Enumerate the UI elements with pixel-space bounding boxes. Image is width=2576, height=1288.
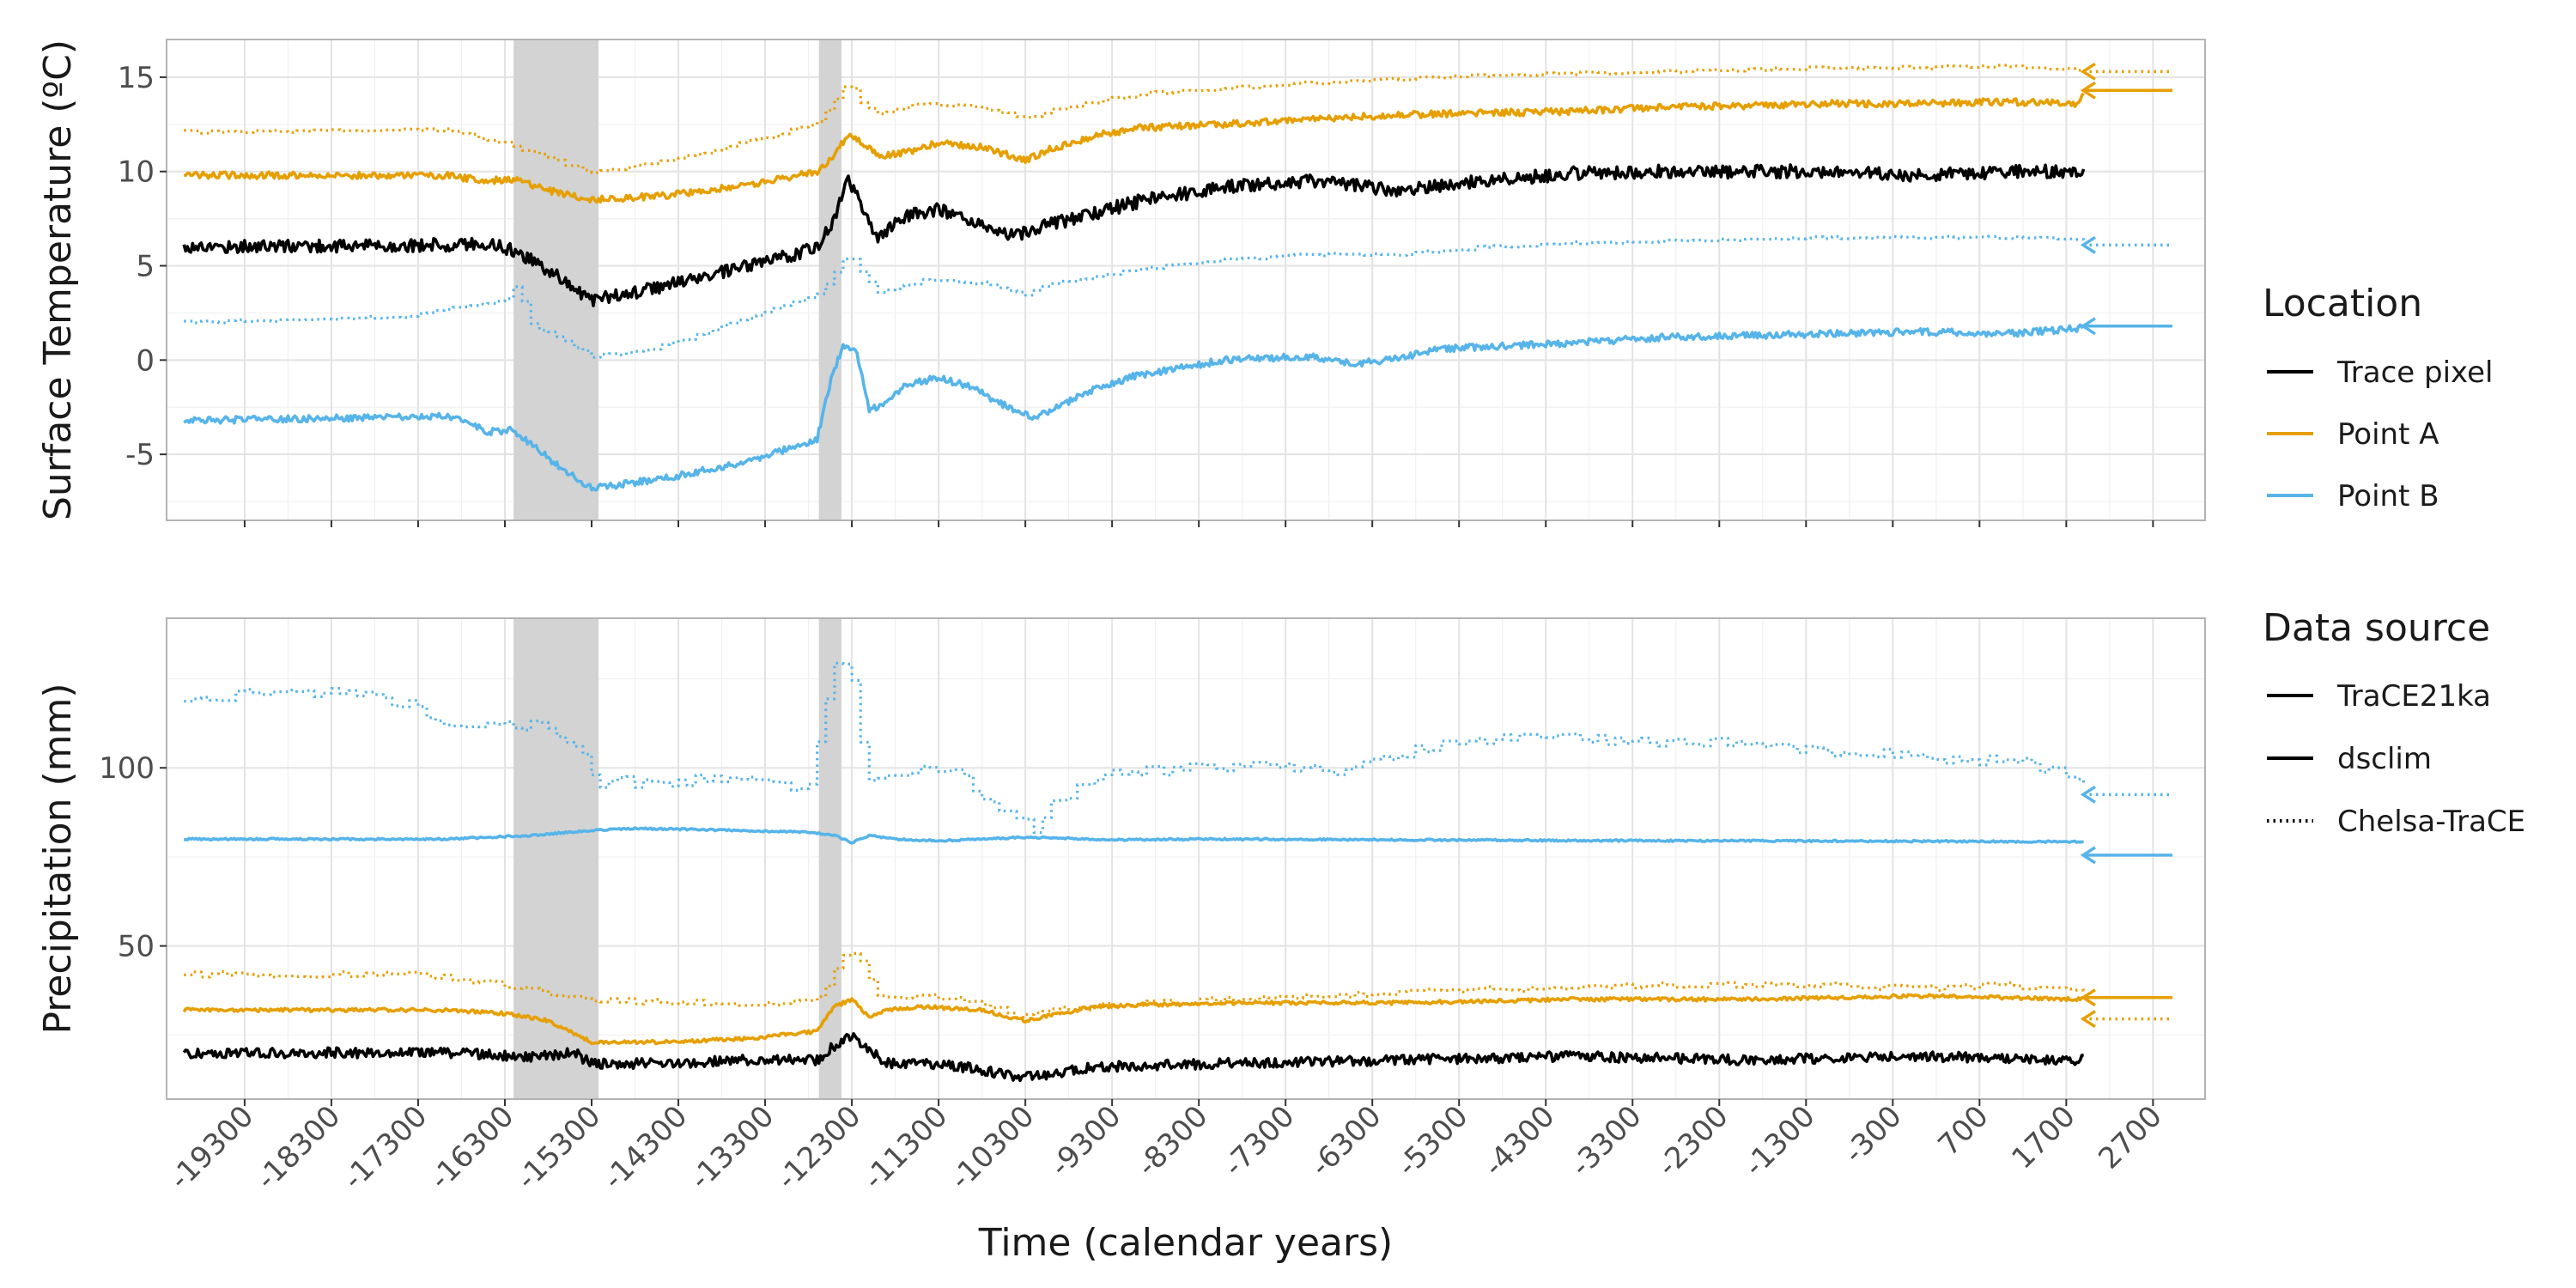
y-tick-label: 100 <box>99 751 155 786</box>
legend-label: Chelsa-TraCE <box>2337 805 2525 839</box>
reference-arrow-head <box>2080 62 2096 81</box>
x-tick-label: -9300 <box>1043 1099 1127 1183</box>
series-line <box>184 826 2084 845</box>
series-line <box>184 64 2086 174</box>
x-tick-label: -10300 <box>944 1099 1041 1196</box>
precipitation-panel-background <box>167 618 2205 1099</box>
precipitation-series <box>182 661 2086 1083</box>
reference-arrow-head <box>2080 785 2096 804</box>
x-tick-label: 2700 <box>2092 1099 2168 1176</box>
y-tick-label: -5 <box>125 438 155 472</box>
temperature-panel-background <box>167 39 2205 520</box>
x-tick-label: -300 <box>1838 1099 1909 1170</box>
precipitation-y-axis-title: Precipitation (mm) <box>36 683 80 1034</box>
x-tick-label: -6300 <box>1303 1099 1388 1183</box>
x-tick-label: -5300 <box>1390 1099 1474 1183</box>
series-line <box>184 661 2086 835</box>
temperature-panel: -5 0 5 10 15 Surface Temperature (ºC) <box>36 39 2206 527</box>
x-axis-title: Time (calendar years) <box>978 1221 1393 1265</box>
x-tick-label: -1300 <box>1738 1099 1822 1183</box>
legend-source: Data source TraCE21ka dsclim Chelsa-TraCE <box>2263 606 2525 839</box>
x-tick-label: -8300 <box>1130 1099 1214 1183</box>
x-tick-label: -11300 <box>857 1099 954 1196</box>
precipitation-shaded-intervals <box>513 618 841 1099</box>
precipitation-x-ticks <box>243 1099 2154 1106</box>
x-tick-label: -12300 <box>770 1099 867 1196</box>
precipitation-panel: 50 100 Precipitation (mm) <box>36 617 2206 1106</box>
legend-label: Point A <box>2337 417 2439 452</box>
x-tick-label: -7300 <box>1217 1099 1301 1183</box>
y-tick-label: 50 <box>118 930 155 964</box>
x-tick-label: -13300 <box>683 1099 781 1196</box>
y-tick-label: 5 <box>136 250 155 284</box>
shaded-interval <box>818 39 841 520</box>
legend-location: Location Trace pixel Point A Point B <box>2263 282 2493 513</box>
x-tick-label: -16300 <box>423 1099 520 1196</box>
temperature-shaded-intervals <box>513 39 841 520</box>
reference-arrow-head <box>2080 1010 2096 1029</box>
x-tick-label: -4300 <box>1477 1099 1561 1183</box>
series-line <box>183 92 2086 204</box>
y-tick-label: 10 <box>118 155 155 190</box>
reference-arrow-head <box>2080 235 2096 254</box>
legend-source-items: TraCE21ka dsclim Chelsa-TraCE <box>2267 679 2525 839</box>
reference-arrow-head <box>2080 317 2096 336</box>
shaded-interval <box>513 618 599 1099</box>
legend-label: Trace pixel <box>2336 355 2493 390</box>
series-line <box>182 1032 2084 1083</box>
shaded-interval <box>513 39 599 520</box>
series-line <box>183 323 2086 492</box>
reference-arrow-head <box>2080 81 2096 100</box>
temperature-grid <box>167 39 2205 520</box>
temperature-series <box>182 64 2086 492</box>
precipitation-arrows <box>2080 785 2172 1029</box>
x-tick-label: -18300 <box>250 1099 347 1196</box>
legend-label: dsclim <box>2337 742 2432 776</box>
reference-arrow-head <box>2080 988 2096 1007</box>
temperature-panel-border <box>166 39 2206 521</box>
temperature-y-ticks: -5 0 5 10 15 <box>118 61 167 472</box>
temperature-arrows <box>2080 62 2172 336</box>
x-tick-label: -17300 <box>337 1099 434 1196</box>
x-tick-label: -3300 <box>1564 1099 1649 1183</box>
reference-arrow-head <box>2080 846 2096 865</box>
shaded-interval <box>818 618 841 1099</box>
x-tick-label: 1700 <box>2005 1099 2081 1176</box>
series-line <box>182 993 2084 1046</box>
x-tick-labels: -19300-18300-17300-16300-15300-14300-133… <box>163 1099 2169 1196</box>
y-tick-label: 0 <box>136 343 155 378</box>
series-line <box>184 234 2086 359</box>
series-line <box>182 163 2086 307</box>
temperature-x-ticks <box>243 520 2154 527</box>
precipitation-grid <box>167 618 2205 1099</box>
x-tick-label: -14300 <box>597 1099 694 1196</box>
legend-location-items: Trace pixel Point A Point B <box>2267 355 2493 513</box>
legend-label: TraCE21ka <box>2336 679 2491 714</box>
y-tick-label: 15 <box>118 61 155 95</box>
x-tick-label: 700 <box>1931 1099 1995 1163</box>
precipitation-y-ticks: 50 100 <box>99 751 167 964</box>
legend-source-title: Data source <box>2263 606 2490 650</box>
x-tick-label: -15300 <box>510 1099 607 1196</box>
precipitation-panel-border <box>166 617 2206 1100</box>
legend-label: Point B <box>2337 479 2439 513</box>
temperature-y-axis-title: Surface Temperature (ºC) <box>36 39 80 520</box>
x-tick-label: -19300 <box>163 1099 260 1196</box>
x-tick-label: -2300 <box>1651 1099 1735 1183</box>
legend-location-title: Location <box>2263 282 2422 325</box>
